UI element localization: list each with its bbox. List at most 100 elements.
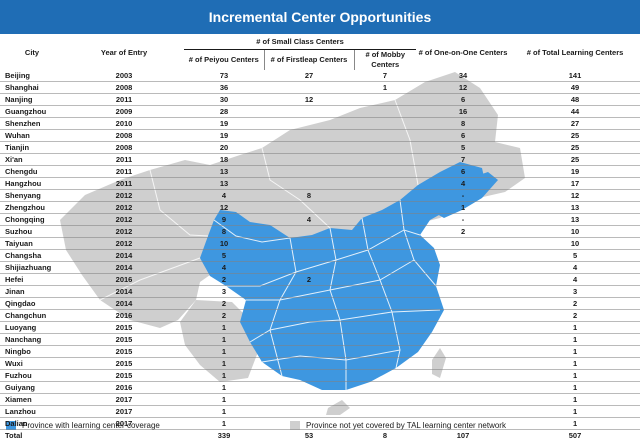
cell-one-on-one: 4 <box>416 178 510 190</box>
cell-one-on-one: 2 <box>416 226 510 238</box>
cell-one-on-one <box>416 418 510 430</box>
cell-one-on-one <box>416 262 510 274</box>
header-firstleap: # of Firstleap Centers <box>264 49 354 70</box>
cell-year: 2009 <box>64 106 184 118</box>
cell-year: 2003 <box>64 70 184 82</box>
cell-year: 2015 <box>64 346 184 358</box>
cell-one-on-one <box>416 346 510 358</box>
cell-total: 25 <box>510 130 640 142</box>
cell-year: 2012 <box>64 190 184 202</box>
cell-total: 2 <box>510 298 640 310</box>
cell-mobby <box>354 394 416 406</box>
cell-mobby <box>354 382 416 394</box>
cell-one-on-one <box>416 382 510 394</box>
cell-city: Xi'an <box>0 154 64 166</box>
cell-peiyou: 1 <box>184 346 264 358</box>
cell-firstleap <box>264 286 354 298</box>
cell-year: 2015 <box>64 370 184 382</box>
cell-mobby <box>354 154 416 166</box>
cell-total: 13 <box>510 202 640 214</box>
cell-mobby <box>354 358 416 370</box>
cell-peiyou: 9 <box>184 214 264 226</box>
cell-peiyou: 36 <box>184 82 264 94</box>
cell-peiyou: 20 <box>184 142 264 154</box>
cell-year: 2010 <box>64 118 184 130</box>
cell-year: 2015 <box>64 334 184 346</box>
cell-one-on-one <box>416 238 510 250</box>
cell-peiyou: 12 <box>184 202 264 214</box>
cell-one-on-one <box>416 286 510 298</box>
cell-mobby <box>354 106 416 118</box>
cell-city: Zhengzhou <box>0 202 64 214</box>
cell-peiyou: 339 <box>184 430 264 441</box>
cell-firstleap <box>264 394 354 406</box>
cell-total: 1 <box>510 334 640 346</box>
cell-peiyou: 13 <box>184 178 264 190</box>
cell-mobby <box>354 418 416 430</box>
cell-mobby <box>354 142 416 154</box>
cell-year: 2017 <box>64 394 184 406</box>
cell-year: 2008 <box>64 82 184 94</box>
cell-city: Hefei <box>0 274 64 286</box>
cell-mobby <box>354 130 416 142</box>
cell-firstleap: 12 <box>264 94 354 106</box>
cell-total: 1 <box>510 394 640 406</box>
cell-total: 5 <box>510 250 640 262</box>
cell-one-on-one: 34 <box>416 70 510 82</box>
cell-one-on-one: 8 <box>416 118 510 130</box>
cell-mobby <box>354 214 416 226</box>
cell-peiyou: 28 <box>184 106 264 118</box>
cell-city: Ningbo <box>0 346 64 358</box>
cell-firstleap <box>264 418 354 430</box>
cell-firstleap <box>264 82 354 94</box>
cell-firstleap <box>264 226 354 238</box>
cell-firstleap <box>264 202 354 214</box>
cell-city: Guiyang <box>0 382 64 394</box>
cell-city: Jinan <box>0 286 64 298</box>
cell-total: 13 <box>510 214 640 226</box>
cell-one-on-one: 5 <box>416 142 510 154</box>
cell-city: Guangzhou <box>0 106 64 118</box>
cell-mobby <box>354 94 416 106</box>
cell-peiyou: 13 <box>184 166 264 178</box>
cell-city: Changsha <box>0 250 64 262</box>
cell-peiyou: 19 <box>184 130 264 142</box>
cell-one-on-one: 6 <box>416 166 510 178</box>
cell-year: 2012 <box>64 238 184 250</box>
cell-year <box>64 430 184 441</box>
header-one-on-one: # of One-on-One Centers <box>416 36 510 70</box>
cell-mobby <box>354 274 416 286</box>
cell-city: Nanjing <box>0 94 64 106</box>
cell-firstleap <box>264 166 354 178</box>
cell-peiyou: 10 <box>184 238 264 250</box>
cell-year: 2017 <box>64 406 184 418</box>
cell-mobby <box>354 178 416 190</box>
cell-city: Shenyang <box>0 190 64 202</box>
cell-year: 2017 <box>64 418 184 430</box>
cell-mobby: 7 <box>354 70 416 82</box>
cell-firstleap <box>264 346 354 358</box>
cell-firstleap <box>264 370 354 382</box>
cell-firstleap <box>264 154 354 166</box>
cell-total: 1 <box>510 322 640 334</box>
cell-year: 2008 <box>64 130 184 142</box>
cell-year: 2011 <box>64 166 184 178</box>
cell-year: 2011 <box>64 178 184 190</box>
cell-peiyou: 18 <box>184 154 264 166</box>
cell-mobby <box>354 286 416 298</box>
cell-one-on-one: - <box>416 214 510 226</box>
cell-peiyou: 1 <box>184 358 264 370</box>
header-peiyou: # of Peiyou Centers <box>184 49 264 70</box>
